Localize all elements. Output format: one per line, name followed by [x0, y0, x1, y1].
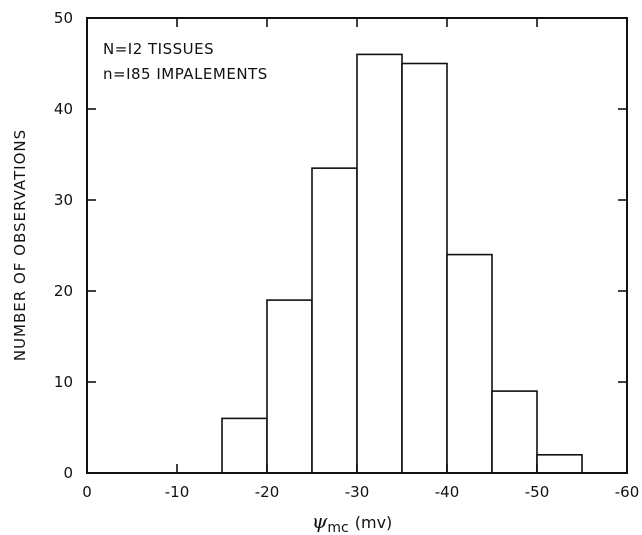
- y-tick-label: 40: [54, 100, 73, 118]
- x-tick-label: -60: [615, 483, 640, 501]
- plot-frame: [86, 17, 628, 474]
- y-tick-label: 50: [54, 9, 73, 27]
- y-tick-label: 0: [63, 464, 73, 482]
- x-axis-label-unit: (mv): [355, 513, 393, 532]
- x-axis-label-symbol: ψ: [312, 509, 328, 533]
- histogram-bar-0: [221, 417, 268, 474]
- bars-group: [221, 53, 583, 474]
- histogram-bar-6: [491, 390, 538, 474]
- histogram-bar-1: [266, 299, 313, 474]
- annotation-line-2: n=I85 IMPALEMENTS: [103, 65, 268, 83]
- histogram-bar-5: [446, 253, 493, 474]
- y-tick-label: 20: [54, 282, 73, 300]
- y-tick-label: 30: [54, 191, 73, 209]
- y-tick-label: 10: [54, 373, 73, 391]
- histogram-bar-7: [536, 453, 583, 474]
- x-tick-label: -30: [345, 483, 370, 501]
- x-tick-label: -20: [255, 483, 280, 501]
- histogram-bar-2: [311, 167, 358, 474]
- histogram-bar-3: [356, 53, 403, 474]
- x-tick-label: 0: [82, 483, 92, 501]
- x-axis-label: ψmc (mv): [312, 509, 393, 535]
- x-tick-label: -10: [165, 483, 190, 501]
- y-axis-label: NUMBER OF OBSERVATIONS: [11, 129, 29, 361]
- x-tick-label: -50: [525, 483, 550, 501]
- annotation-line-1: N=I2 TISSUES: [103, 40, 214, 58]
- x-tick-label: -40: [435, 483, 460, 501]
- histogram-bar-4: [401, 62, 448, 474]
- x-axis-label-subscript: mc: [327, 520, 348, 535]
- tick-labels-group: 0 -10 -20 -30 -40 -50 -60 0 10 20 30 40 50: [54, 9, 639, 501]
